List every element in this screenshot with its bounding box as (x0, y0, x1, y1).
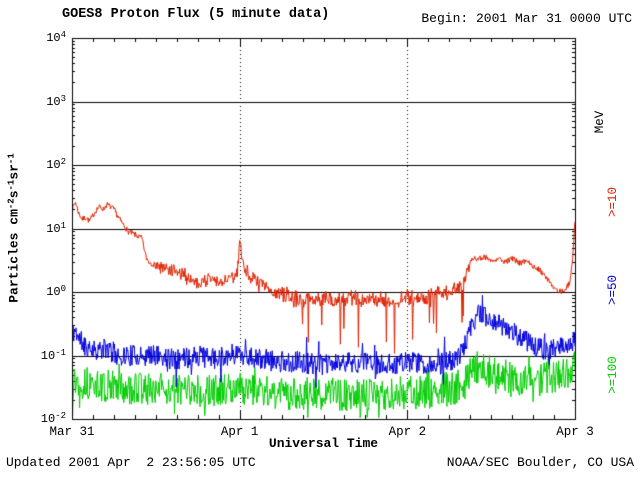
x-tick-label: Apr 1 (220, 425, 259, 439)
updated-timestamp: Updated 2001 Apr 2 23:56:05 UTC (6, 455, 256, 470)
y-tick-label: 100 (46, 284, 66, 299)
x-tick-label: Mar 31 (49, 425, 95, 439)
y-tick-label: 10-2 (40, 411, 66, 426)
y-tick-label: 103 (46, 93, 66, 109)
y-axis-label: Particles cm-2s-1sr-1 (6, 153, 22, 303)
legend-label-MeV: MeV (593, 110, 607, 134)
chart-title: GOES8 Proton Flux (5 minute data) (62, 7, 330, 22)
legend-label-50: >=50 (606, 274, 620, 306)
x-tick-label: Apr 2 (388, 425, 427, 439)
begin-timestamp: Begin: 2001 Mar 31 0000 UTC (421, 11, 632, 26)
legend-label-10: >=10 (606, 186, 620, 218)
legend-label-100: >=100 (606, 356, 620, 394)
y-tick-label: 10-1 (40, 347, 66, 363)
y-tick-label: 104 (46, 30, 66, 45)
y-tick-label: 101 (46, 220, 66, 236)
source-credit: NOAA/SEC Boulder, CO USA (446, 455, 634, 470)
y-tick-label: 102 (46, 157, 66, 172)
x-tick-label: Apr 3 (556, 425, 594, 439)
x-axis-label: Universal Time (268, 436, 379, 451)
